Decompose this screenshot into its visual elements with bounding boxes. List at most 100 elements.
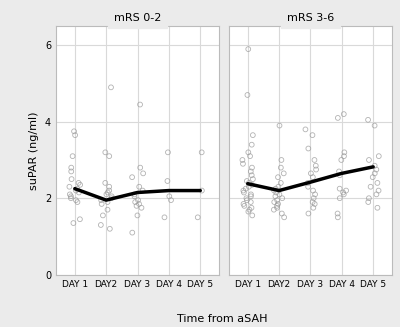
Point: [108, 194, 115, 199]
Point: [68, 177, 75, 182]
Point: [240, 188, 246, 193]
Point: [335, 115, 341, 121]
Point: [271, 188, 277, 193]
Point: [272, 186, 279, 191]
Point: [370, 175, 376, 180]
Point: [73, 198, 79, 203]
Point: [140, 188, 146, 193]
Point: [106, 188, 112, 193]
Point: [279, 211, 285, 216]
Point: [199, 188, 205, 193]
Point: [372, 171, 378, 176]
Point: [281, 215, 287, 220]
Point: [73, 188, 79, 193]
Point: [372, 163, 378, 168]
Point: [244, 92, 251, 97]
Point: [249, 182, 255, 187]
Point: [312, 201, 318, 207]
Point: [341, 154, 347, 159]
Point: [108, 85, 114, 90]
Point: [375, 188, 382, 193]
Point: [104, 190, 111, 195]
Point: [271, 207, 277, 212]
Point: [340, 190, 346, 195]
Point: [366, 196, 372, 201]
Point: [136, 184, 142, 189]
Point: [373, 167, 380, 172]
Point: [340, 112, 347, 117]
Point: [134, 213, 141, 218]
Point: [338, 157, 344, 163]
Point: [305, 184, 311, 189]
Point: [100, 213, 106, 218]
Point: [276, 123, 283, 128]
Point: [243, 186, 249, 191]
Point: [312, 192, 318, 197]
Point: [248, 205, 255, 210]
Point: [336, 186, 343, 191]
Point: [104, 199, 111, 205]
Point: [248, 173, 255, 178]
Point: [372, 123, 378, 128]
Point: [340, 192, 347, 197]
Point: [275, 184, 282, 189]
Point: [274, 198, 280, 203]
Point: [74, 199, 81, 205]
Point: [246, 207, 253, 212]
Point: [137, 165, 144, 170]
Point: [275, 175, 281, 180]
Point: [244, 198, 250, 203]
Point: [278, 165, 284, 170]
Point: [305, 146, 312, 151]
Point: [198, 150, 205, 155]
Point: [311, 157, 318, 163]
Point: [312, 163, 319, 168]
Point: [240, 201, 247, 207]
Point: [334, 211, 341, 216]
Point: [76, 190, 82, 195]
Point: [336, 196, 343, 201]
Point: [70, 220, 77, 226]
Point: [243, 196, 250, 201]
Point: [137, 102, 143, 107]
Point: [309, 132, 316, 138]
Point: [106, 154, 112, 159]
Point: [249, 165, 255, 170]
Point: [102, 150, 108, 155]
Point: [194, 215, 201, 220]
Point: [107, 226, 113, 232]
Point: [133, 203, 140, 209]
Point: [308, 171, 314, 176]
Point: [135, 198, 141, 203]
Point: [165, 150, 171, 155]
Point: [374, 205, 381, 210]
Point: [104, 207, 111, 212]
Point: [66, 184, 73, 189]
Point: [248, 142, 255, 147]
Point: [280, 171, 287, 176]
Point: [136, 201, 142, 207]
Point: [106, 184, 112, 189]
Point: [68, 165, 74, 170]
Point: [248, 199, 254, 205]
Point: [302, 127, 309, 132]
Point: [273, 190, 280, 195]
Point: [276, 192, 282, 197]
Point: [246, 184, 252, 189]
Point: [72, 132, 78, 138]
Point: [368, 184, 374, 189]
Y-axis label: suPAR (ng/ml): suPAR (ng/ml): [29, 111, 39, 190]
Point: [166, 194, 172, 199]
Point: [275, 201, 281, 207]
Point: [132, 192, 138, 197]
Point: [310, 175, 316, 180]
Point: [313, 167, 319, 172]
Point: [140, 171, 146, 176]
Point: [274, 203, 280, 209]
Point: [310, 199, 316, 205]
Point: [305, 211, 312, 216]
Point: [250, 132, 256, 138]
Point: [279, 196, 286, 201]
Point: [366, 157, 372, 163]
Point: [272, 194, 278, 199]
